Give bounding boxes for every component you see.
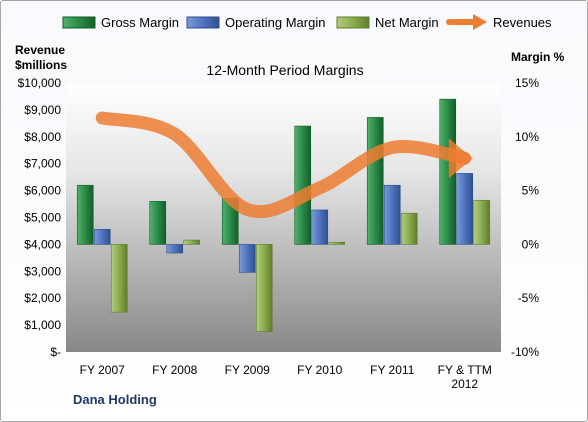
bar-operating-margin-fy-2007 bbox=[93, 229, 111, 245]
left-tick-label: $6,000 bbox=[24, 184, 61, 198]
revenue-line bbox=[95, 111, 472, 219]
bar-gross-margin-fy-2008 bbox=[149, 201, 167, 245]
bar-gross-margin-fy-2010 bbox=[294, 125, 312, 245]
category-labels: FY 2007 FY 2008 FY 2009 FY 2010 FY 2011 FY & … bbox=[80, 363, 492, 391]
bar-operating-margin-fy-2009 bbox=[238, 244, 256, 273]
left-tick-label: $4,000 bbox=[24, 237, 61, 251]
bar-operating-margin-fy-2010 bbox=[311, 209, 329, 245]
right-tick-label: -10% bbox=[511, 345, 539, 359]
legend-label-operating-margin: Operating Margin bbox=[225, 15, 325, 30]
bar-net-margin-fy-2008 bbox=[183, 239, 201, 245]
category-label-fy-2011: FY 2011 bbox=[370, 363, 415, 377]
category-label-fy-2010: FY 2010 bbox=[297, 363, 342, 377]
bar-net-margin-fy-2010 bbox=[328, 241, 346, 245]
left-axis-label-line2: $millions bbox=[15, 58, 67, 72]
bar-operating-margin-fy-ttm-2012 bbox=[456, 173, 474, 245]
left-tick-label: $9,000 bbox=[24, 103, 61, 117]
category-label-fy-ttm-2012: FY & TTM 2012 bbox=[438, 363, 492, 391]
chart-title: 12-Month Period Margins bbox=[206, 62, 363, 78]
right-tick-label: -5% bbox=[518, 291, 540, 305]
left-tick-label: $8,000 bbox=[24, 130, 61, 144]
legend-swatch-gross-margin bbox=[62, 16, 96, 29]
left-tick-label: $7,000 bbox=[24, 157, 61, 171]
legend-swatch-net-margin bbox=[336, 16, 370, 29]
legend-label-revenues: Revenues bbox=[493, 15, 552, 30]
left-axis-label-line1: Revenue bbox=[15, 43, 65, 57]
company-name: Dana Holding bbox=[73, 392, 157, 407]
left-tick-label: $2,000 bbox=[24, 291, 61, 305]
right-tick-label: 10% bbox=[515, 130, 539, 144]
right-tick-label: 0% bbox=[522, 237, 540, 251]
bar-gross-margin-fy-2007 bbox=[76, 184, 94, 245]
category-label-fy-2007: FY 2007 bbox=[80, 363, 125, 377]
bar-net-margin-fy-2009 bbox=[255, 244, 273, 332]
legend: Gross Margin Operating Margin Net Margin… bbox=[62, 14, 552, 30]
left-tick-label: $10,000 bbox=[18, 76, 62, 90]
bar-net-margin-fy-2007 bbox=[110, 244, 128, 313]
revenue-line-layer bbox=[95, 111, 473, 219]
left-tick-label: $- bbox=[50, 345, 61, 359]
left-tick-label: $5,000 bbox=[24, 211, 61, 225]
left-tick-label: $3,000 bbox=[24, 264, 61, 278]
bar-operating-margin-fy-2011 bbox=[383, 184, 401, 245]
legend-swatch-operating-margin bbox=[186, 16, 220, 29]
bar-operating-margin-fy-2008 bbox=[166, 244, 184, 254]
revenue-arrowhead bbox=[448, 138, 473, 179]
bar-net-margin-fy-ttm-2012 bbox=[473, 199, 491, 245]
category-label-fy-2008: FY 2008 bbox=[152, 363, 197, 377]
left-tick-label: $1,000 bbox=[24, 318, 61, 332]
legend-label-net-margin: Net Margin bbox=[375, 15, 439, 30]
legend-label-gross-margin: Gross Margin bbox=[101, 15, 179, 30]
bar-gross-margin-fy-2011 bbox=[366, 117, 384, 245]
legend-arrowhead-revenues bbox=[473, 14, 487, 30]
left-axis-ticks: $- $1,000 $2,000 $3,000 $4,000 $5,000 $6,000 $7… bbox=[18, 76, 62, 359]
right-axis-ticks: -10% -5% 0% 5% 10% 15% bbox=[511, 76, 539, 359]
bar-net-margin-fy-2011 bbox=[400, 212, 418, 245]
category-label-fy-2009: FY 2009 bbox=[225, 363, 270, 377]
right-tick-label: 5% bbox=[522, 184, 540, 198]
right-axis-label: Margin % bbox=[511, 50, 565, 64]
right-tick-label: 15% bbox=[515, 76, 539, 90]
